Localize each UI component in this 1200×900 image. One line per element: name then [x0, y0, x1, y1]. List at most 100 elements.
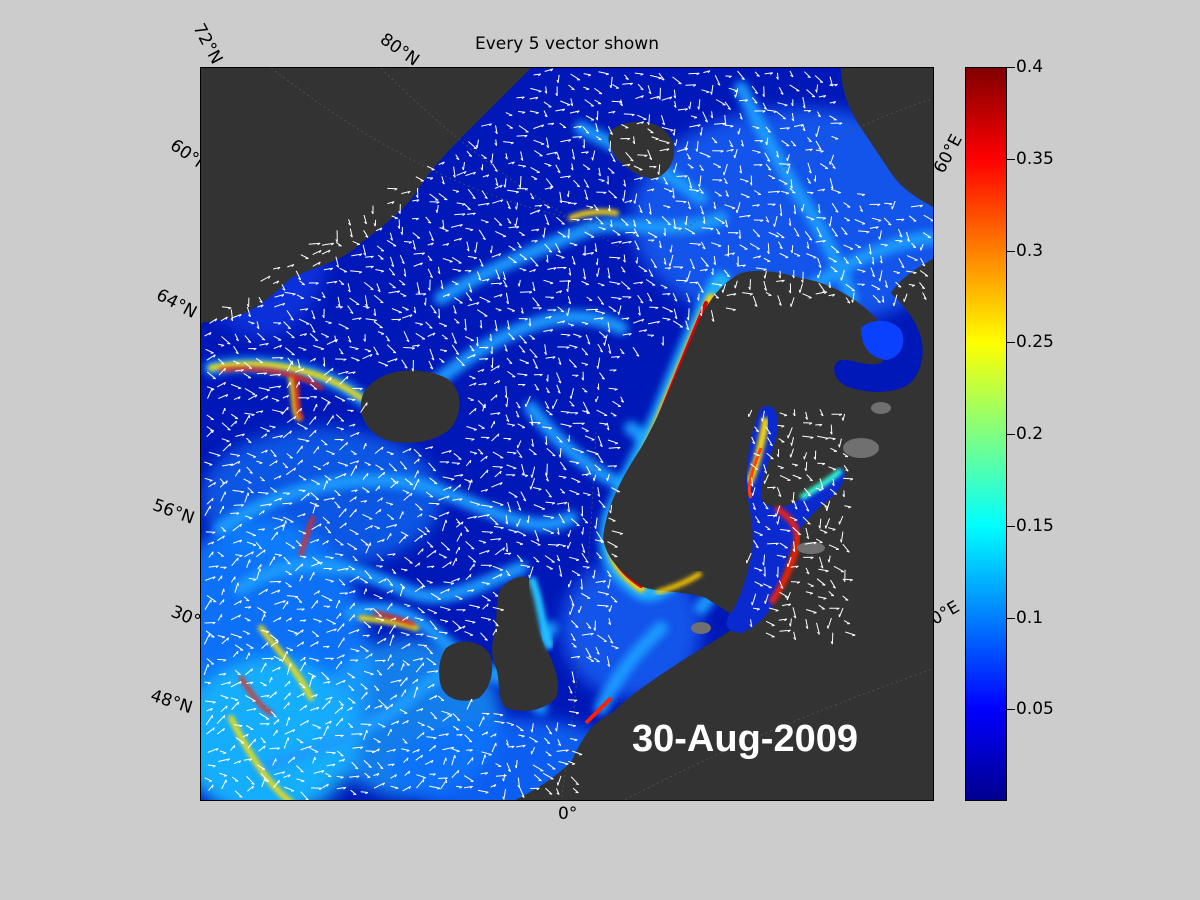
velocity-vector-head: [845, 599, 849, 601]
velocity-vector-head: [619, 533, 623, 535]
velocity-vector: [428, 744, 436, 752]
velocity-vector-head: [579, 754, 583, 756]
velocity-vector-head: [469, 574, 472, 578]
velocity-vector-head: [215, 565, 219, 569]
velocity-vector-head: [268, 503, 272, 507]
velocity-vector-head: [584, 391, 588, 393]
velocity-vector: [274, 302, 285, 308]
velocity-vector-head: [278, 666, 281, 670]
velocity-vector: [507, 451, 517, 454]
velocity-vector: [495, 125, 498, 134]
velocity-vector: [398, 279, 406, 286]
velocity-vector: [841, 226, 848, 235]
velocity-vector: [766, 137, 769, 145]
velocity-vector: [386, 513, 395, 520]
velocity-vector-head: [559, 440, 563, 443]
velocity-vector: [829, 178, 834, 190]
velocity-vector: [336, 654, 345, 659]
velocity-vector-head: [730, 148, 734, 152]
velocity-vector: [689, 281, 699, 284]
velocity-vector-head: [923, 297, 927, 300]
velocity-vector-head: [489, 250, 492, 254]
velocity-vector: [725, 307, 736, 311]
velocity-vector: [273, 655, 283, 661]
velocity-vector: [529, 96, 539, 100]
velocity-vector-head: [498, 538, 502, 541]
velocity-vector-head: [601, 284, 605, 287]
velocity-vector: [453, 166, 456, 178]
velocity-vector-head: [596, 273, 598, 277]
velocity-vector-head: [505, 521, 508, 525]
velocity-vector: [506, 722, 515, 726]
velocity-vector-head: [446, 495, 450, 499]
velocity-vector-head: [404, 366, 408, 369]
velocity-vector-head: [517, 283, 520, 287]
velocity-vector-head: [317, 590, 321, 594]
velocity-vector: [684, 227, 696, 235]
velocity-vector: [529, 193, 535, 200]
velocity-vector: [699, 175, 702, 188]
velocity-vector: [571, 570, 581, 576]
velocity-vector: [830, 245, 840, 253]
velocity-vector-head: [235, 338, 239, 342]
velocity-vector-head: [714, 141, 718, 144]
velocity-vector: [829, 488, 838, 495]
velocity-vector: [465, 171, 476, 177]
velocity-vector: [438, 308, 440, 319]
velocity-vector-head: [407, 605, 411, 607]
velocity-vector: [792, 474, 802, 479]
velocity-vector: [531, 723, 534, 733]
velocity-vector: [389, 634, 394, 646]
velocity-vector: [439, 322, 448, 327]
velocity-vector: [313, 770, 325, 774]
velocity-vector: [466, 212, 476, 215]
velocity-vector-head: [353, 602, 355, 606]
velocity-vector-head: [433, 311, 437, 314]
velocity-vector: [618, 305, 622, 315]
velocity-vector-head: [507, 206, 511, 210]
velocity-vector: [442, 219, 445, 230]
velocity-vector-head: [327, 681, 331, 684]
velocity-vector-head: [556, 558, 560, 562]
velocity-vector: [673, 128, 676, 136]
velocity-vector: [735, 88, 739, 98]
velocity-vector: [300, 661, 306, 672]
velocity-vector: [387, 763, 395, 766]
velocity-vector: [768, 174, 776, 179]
velocity-vector-head: [352, 399, 356, 402]
velocity-vector-head: [588, 626, 592, 629]
velocity-vector: [634, 240, 640, 251]
velocity-vector-head: [571, 88, 575, 91]
velocity-vector-head: [497, 380, 501, 384]
velocity-vector-head: [366, 473, 369, 477]
velocity-vector-head: [390, 453, 394, 456]
velocity-vector-head: [304, 705, 308, 709]
velocity-vector: [286, 330, 295, 339]
velocity-vector-head: [353, 793, 357, 796]
velocity-vector-head: [265, 780, 269, 783]
velocity-vector: [282, 520, 287, 531]
velocity-vector: [438, 193, 448, 201]
velocity-vector-head: [223, 673, 227, 676]
velocity-vector: [285, 542, 296, 549]
velocity-vector: [817, 188, 825, 192]
velocity-vector-head: [534, 240, 538, 243]
velocity-vector: [505, 112, 513, 116]
velocity-vector: [506, 543, 508, 553]
velocity-vector: [805, 148, 813, 151]
velocity-vector-head: [328, 322, 332, 325]
velocity-vector: [335, 256, 340, 268]
velocity-vector: [441, 710, 451, 715]
velocity-vector-head: [851, 299, 854, 303]
velocity-vector: [714, 191, 722, 197]
velocity-vector-head: [549, 413, 553, 416]
velocity-vector: [724, 115, 727, 126]
velocity-vector-head: [756, 204, 760, 207]
velocity-vector: [452, 748, 460, 752]
velocity-vector-head: [345, 370, 349, 374]
velocity-vector-head: [309, 745, 312, 749]
velocity-vector: [230, 633, 242, 638]
velocity-vector: [389, 694, 398, 700]
velocity-vector-head: [301, 368, 305, 372]
velocity-vector: [244, 606, 252, 608]
